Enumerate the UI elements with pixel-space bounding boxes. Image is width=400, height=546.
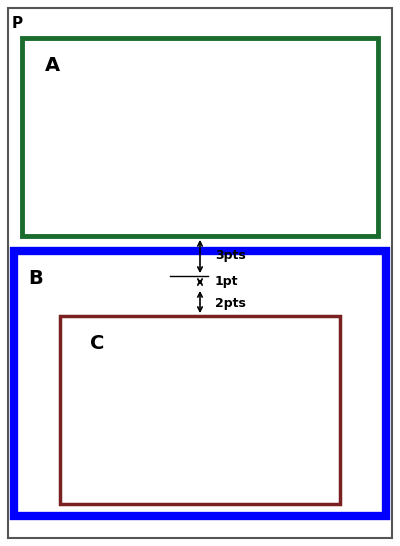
Text: B: B: [28, 269, 43, 288]
Bar: [22, 38, 378, 236]
Bar: [60, 316, 340, 504]
Text: A: A: [45, 56, 60, 75]
Text: 2pts: 2pts: [215, 296, 246, 310]
Text: P: P: [12, 16, 23, 31]
Text: C: C: [90, 334, 104, 353]
Bar: [14, 251, 386, 516]
Text: 1pt: 1pt: [215, 276, 238, 288]
Text: 3pts: 3pts: [215, 250, 246, 263]
